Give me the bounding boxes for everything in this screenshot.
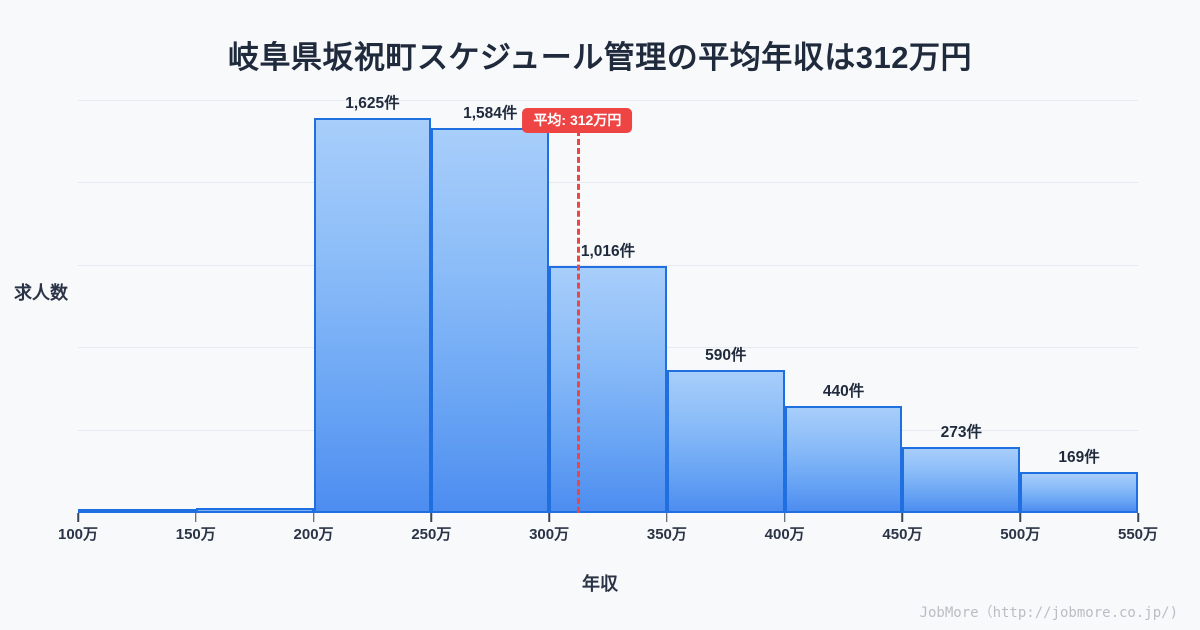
x-axis-line bbox=[78, 511, 1138, 513]
bar[interactable] bbox=[313, 118, 432, 513]
tick-label: 450万 bbox=[882, 526, 923, 543]
bar-series: 1,625件 1,584件 1,016件 590件 440件 273件 169件 bbox=[78, 95, 1138, 513]
tick-mark bbox=[666, 513, 668, 522]
average-line bbox=[577, 130, 581, 513]
footer-credit: JobMore（http://jobmore.co.jp/) bbox=[919, 605, 1178, 621]
tick-mark bbox=[1137, 513, 1139, 522]
tick-mark bbox=[901, 513, 904, 522]
x-axis-title: 年収 bbox=[582, 574, 618, 594]
bar[interactable] bbox=[549, 266, 667, 513]
bar[interactable] bbox=[784, 406, 903, 513]
bar-value-label: 1,625件 bbox=[345, 95, 400, 113]
tick-mark bbox=[77, 513, 79, 522]
tick-mark bbox=[783, 513, 786, 522]
tick-label: 100万 bbox=[57, 526, 99, 543]
gridline bbox=[78, 182, 1138, 183]
tick-label: 400万 bbox=[764, 526, 805, 543]
tick-mark bbox=[430, 513, 433, 522]
tick-mark bbox=[1019, 513, 1021, 522]
gridline bbox=[78, 100, 1138, 101]
bar[interactable] bbox=[1020, 471, 1138, 513]
tick-label: 300万 bbox=[529, 526, 570, 543]
plot-area: 1,625件 1,584件 1,016件 590件 440件 273件 169件 平均: 3… bbox=[77, 95, 1139, 522]
bar-value-label: 273件 bbox=[940, 423, 983, 441]
tick-mark bbox=[312, 513, 315, 522]
bar[interactable] bbox=[666, 369, 785, 513]
bar-value-label: 590件 bbox=[705, 346, 747, 364]
bar-value-label: 1,016件 bbox=[580, 243, 636, 261]
tick-label: 500万 bbox=[1000, 526, 1041, 543]
bar[interactable] bbox=[431, 128, 550, 513]
tick-mark bbox=[195, 513, 197, 522]
average-badge: 平均: 312万円 bbox=[522, 108, 633, 134]
tick-label: 150万 bbox=[175, 526, 216, 543]
chart-title: 岐阜県坂祝町スケジュール管理の平均年収は312万円 bbox=[227, 40, 973, 75]
bar[interactable] bbox=[902, 446, 1021, 513]
tick-mark bbox=[548, 513, 550, 522]
gridline bbox=[78, 265, 1138, 266]
tick-label: 350万 bbox=[646, 526, 687, 543]
bar-value-label: 440件 bbox=[822, 383, 865, 401]
y-axis-title: 求人数 bbox=[14, 283, 68, 303]
bar-value-label: 1,584件 bbox=[463, 105, 518, 123]
bar-value-label: 169件 bbox=[1058, 448, 1100, 466]
tick-label: 550万 bbox=[1117, 526, 1159, 543]
tick-label: 200万 bbox=[293, 526, 334, 543]
tick-label: 250万 bbox=[411, 526, 452, 543]
